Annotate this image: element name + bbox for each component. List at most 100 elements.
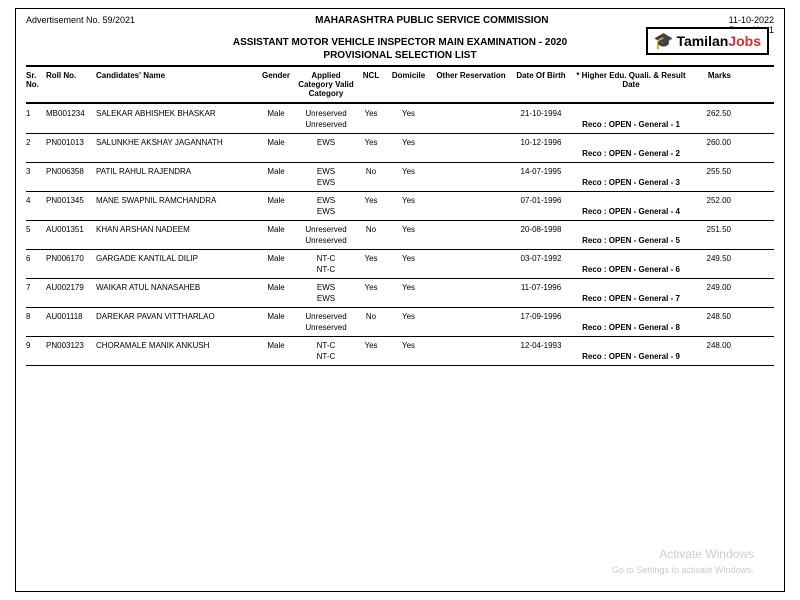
logo-icon: 🎓 bbox=[654, 31, 674, 51]
cell-applied: Unreserved bbox=[296, 109, 356, 118]
cell-dob: 17-09-1996 bbox=[511, 312, 571, 321]
row-divider bbox=[26, 307, 774, 308]
cell-applied: EWS bbox=[296, 283, 356, 292]
cell-applied: NT-C bbox=[296, 341, 356, 350]
cell-sr: 5 bbox=[26, 225, 46, 234]
cell-quali bbox=[571, 283, 691, 292]
cell-sr: 2 bbox=[26, 138, 46, 147]
table-sub-row: UnreservedReco : OPEN - General - 1 bbox=[26, 119, 774, 132]
row-divider bbox=[26, 133, 774, 134]
cell-gender: Male bbox=[256, 312, 296, 321]
cell-reco: Reco : OPEN - General - 7 bbox=[571, 294, 691, 303]
cell-reservation bbox=[431, 225, 511, 234]
cell-domicile: Yes bbox=[386, 167, 431, 176]
cell-gender: Male bbox=[256, 283, 296, 292]
table-row: 9PN003123CHORAMALE MANIK ANKUSHMaleNT-CY… bbox=[26, 338, 774, 351]
cell-marks: 248.50 bbox=[691, 312, 731, 321]
col-header-quali: * Higher Edu. Quali. & Result Date bbox=[571, 71, 691, 98]
cell-reco: Reco : OPEN - General - 5 bbox=[571, 236, 691, 245]
cell-valid-category: EWS bbox=[296, 178, 356, 187]
cell-roll: MB001234 bbox=[46, 109, 96, 118]
row-divider bbox=[26, 162, 774, 163]
table-row: 8AU001118DAREKAR PAVAN VITTHARLAOMaleUnr… bbox=[26, 309, 774, 322]
table-row: 6PN006170GARGADE KANTILAL DILIPMaleNT-CY… bbox=[26, 251, 774, 264]
table-row: 7AU002179WAIKAR ATUL NANASAHEBMaleEWSYes… bbox=[26, 280, 774, 293]
windows-watermark-sub: Go to Settings to activate Windows. bbox=[612, 565, 754, 575]
cell-sr: 4 bbox=[26, 196, 46, 205]
cell-gender: Male bbox=[256, 225, 296, 234]
cell-reco: Reco : OPEN - General - 1 bbox=[571, 120, 691, 129]
col-header-roll: Roll No. bbox=[46, 71, 96, 98]
row-divider bbox=[26, 191, 774, 192]
cell-quali bbox=[571, 312, 691, 321]
cell-sr: 3 bbox=[26, 167, 46, 176]
cell-applied: EWS bbox=[296, 138, 356, 147]
table-row: 1MB001234SALEKAR ABHISHEK BHASKARMaleUnr… bbox=[26, 106, 774, 119]
cell-sr: 8 bbox=[26, 312, 46, 321]
cell-reco: Reco : OPEN - General - 3 bbox=[571, 178, 691, 187]
cell-domicile: Yes bbox=[386, 283, 431, 292]
cell-quali bbox=[571, 254, 691, 263]
cell-ncl: Yes bbox=[356, 341, 386, 350]
table-row: 4PN001345MANE SWAPNIL RAMCHANDRAMaleEWSY… bbox=[26, 193, 774, 206]
cell-quali bbox=[571, 138, 691, 147]
cell-marks: 252.00 bbox=[691, 196, 731, 205]
cell-roll: AU002179 bbox=[46, 283, 96, 292]
col-header-marks: Marks bbox=[691, 71, 731, 98]
cell-name: MANE SWAPNIL RAMCHANDRA bbox=[96, 196, 256, 205]
cell-reco: Reco : OPEN - General - 9 bbox=[571, 352, 691, 361]
header-divider-bottom bbox=[26, 102, 774, 104]
rows-container: 1MB001234SALEKAR ABHISHEK BHASKARMaleUnr… bbox=[26, 106, 774, 366]
cell-reco: Reco : OPEN - General - 4 bbox=[571, 207, 691, 216]
logo-text-jobs: Jobs bbox=[728, 33, 761, 49]
cell-sr: 7 bbox=[26, 283, 46, 292]
cell-roll: PN003123 bbox=[46, 341, 96, 350]
cell-domicile: Yes bbox=[386, 341, 431, 350]
table-sub-row: UnreservedReco : OPEN - General - 5 bbox=[26, 235, 774, 248]
cell-ncl: Yes bbox=[356, 109, 386, 118]
document-border: Advertisement No. 59/2021 MAHARASHTRA PU… bbox=[15, 8, 785, 592]
cell-reservation bbox=[431, 283, 511, 292]
cell-applied: EWS bbox=[296, 196, 356, 205]
cell-name: SALUNKHE AKSHAY JAGANNATH bbox=[96, 138, 256, 147]
cell-name: CHORAMALE MANIK ANKUSH bbox=[96, 341, 256, 350]
col-header-applied: Applied Category Valid Category bbox=[296, 71, 356, 98]
row-divider bbox=[26, 336, 774, 337]
cell-domicile: Yes bbox=[386, 312, 431, 321]
cell-roll: PN001013 bbox=[46, 138, 96, 147]
cell-applied: Unreserved bbox=[296, 225, 356, 234]
cell-ncl: Yes bbox=[356, 196, 386, 205]
cell-ncl: No bbox=[356, 312, 386, 321]
cell-marks: 249.50 bbox=[691, 254, 731, 263]
cell-marks: 260.00 bbox=[691, 138, 731, 147]
cell-dob: 21-10-1994 bbox=[511, 109, 571, 118]
logo-text-tamilan: Tamilan bbox=[676, 33, 728, 49]
advertisement-number: Advertisement No. 59/2021 bbox=[26, 15, 135, 25]
cell-dob: 10-12-1996 bbox=[511, 138, 571, 147]
cell-dob: 20-08-1998 bbox=[511, 225, 571, 234]
cell-reservation bbox=[431, 138, 511, 147]
cell-quali bbox=[571, 225, 691, 234]
col-header-name: Candidates' Name bbox=[96, 71, 256, 98]
row-divider bbox=[26, 249, 774, 250]
cell-applied: EWS bbox=[296, 167, 356, 176]
cell-ncl: No bbox=[356, 167, 386, 176]
row-divider bbox=[26, 278, 774, 279]
cell-marks: 248.00 bbox=[691, 341, 731, 350]
col-header-reservation: Other Reservation bbox=[431, 71, 511, 98]
cell-sr: 9 bbox=[26, 341, 46, 350]
cell-roll: PN006358 bbox=[46, 167, 96, 176]
cell-marks: 251.50 bbox=[691, 225, 731, 234]
cell-ncl: No bbox=[356, 225, 386, 234]
cell-quali bbox=[571, 167, 691, 176]
cell-roll: PN006170 bbox=[46, 254, 96, 263]
header-divider bbox=[26, 65, 774, 67]
cell-marks: 262.50 bbox=[691, 109, 731, 118]
cell-gender: Male bbox=[256, 109, 296, 118]
cell-reservation bbox=[431, 254, 511, 263]
table-sub-row: NT-CReco : OPEN - General - 9 bbox=[26, 351, 774, 364]
cell-sr: 6 bbox=[26, 254, 46, 263]
col-header-sr: Sr. No. bbox=[26, 71, 46, 98]
col-header-domicile: Domicile bbox=[386, 71, 431, 98]
cell-domicile: Yes bbox=[386, 254, 431, 263]
